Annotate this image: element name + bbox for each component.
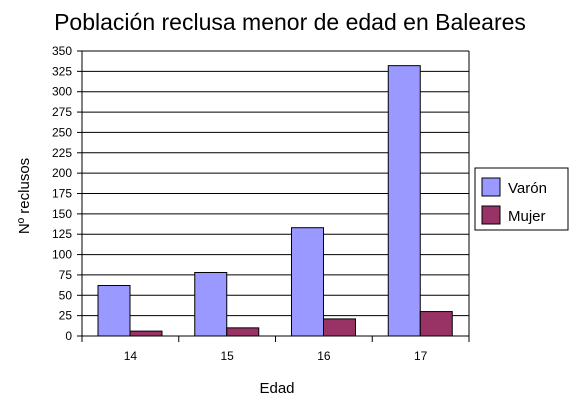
y-tick-label: 50 [59, 288, 73, 302]
tick-labels: 0 25 50 75 100 125 150 175 200 225 250 275 300 325 350… [52, 44, 428, 363]
chart-title: Población reclusa menor de edad en Balea… [54, 9, 526, 35]
legend-swatch-var-n [481, 177, 501, 197]
x-tick-label: 16 [317, 349, 331, 363]
y-tick-label: 175 [52, 187, 72, 201]
y-tick-label: 125 [52, 227, 72, 241]
y-tick-label: 300 [52, 85, 72, 99]
y-tick-label: 100 [52, 248, 72, 262]
legend-label-var-n: Varón [508, 180, 547, 197]
bar-var-n-16 [291, 227, 324, 337]
legend-swatch-mujer [481, 205, 501, 225]
y-tick-label: 275 [52, 105, 72, 119]
y-tick-label: 325 [52, 64, 72, 78]
y-tick-label: 225 [52, 146, 72, 160]
bar-var-n-14 [97, 285, 131, 337]
y-tick-label: 250 [52, 125, 72, 139]
x-tick-label: 17 [414, 349, 428, 363]
bar-var-n-15 [194, 271, 228, 337]
x-tick-label: 15 [220, 349, 234, 363]
y-tick-label: 0 [65, 329, 72, 343]
y-tick-label: 75 [59, 268, 73, 282]
y-axis-title: Nº reclusos [16, 158, 33, 234]
y-tick-label: 200 [52, 166, 72, 180]
bar-mujer-16 [323, 318, 356, 337]
y-tick-label: 350 [52, 44, 72, 58]
axes [77, 50, 470, 342]
y-tick-label: 150 [52, 207, 72, 221]
bar-mujer-17 [419, 311, 453, 337]
x-axis-title: Edad [259, 380, 294, 397]
legend: Varón Mujer [474, 167, 569, 231]
bar-var-n-17 [387, 65, 421, 337]
bar-mujer-14 [129, 330, 163, 337]
bar-mujer-15 [226, 327, 260, 337]
y-tick-label: 25 [59, 309, 73, 323]
x-tick-label: 14 [124, 349, 138, 363]
legend-label-mujer: Mujer [508, 208, 546, 225]
